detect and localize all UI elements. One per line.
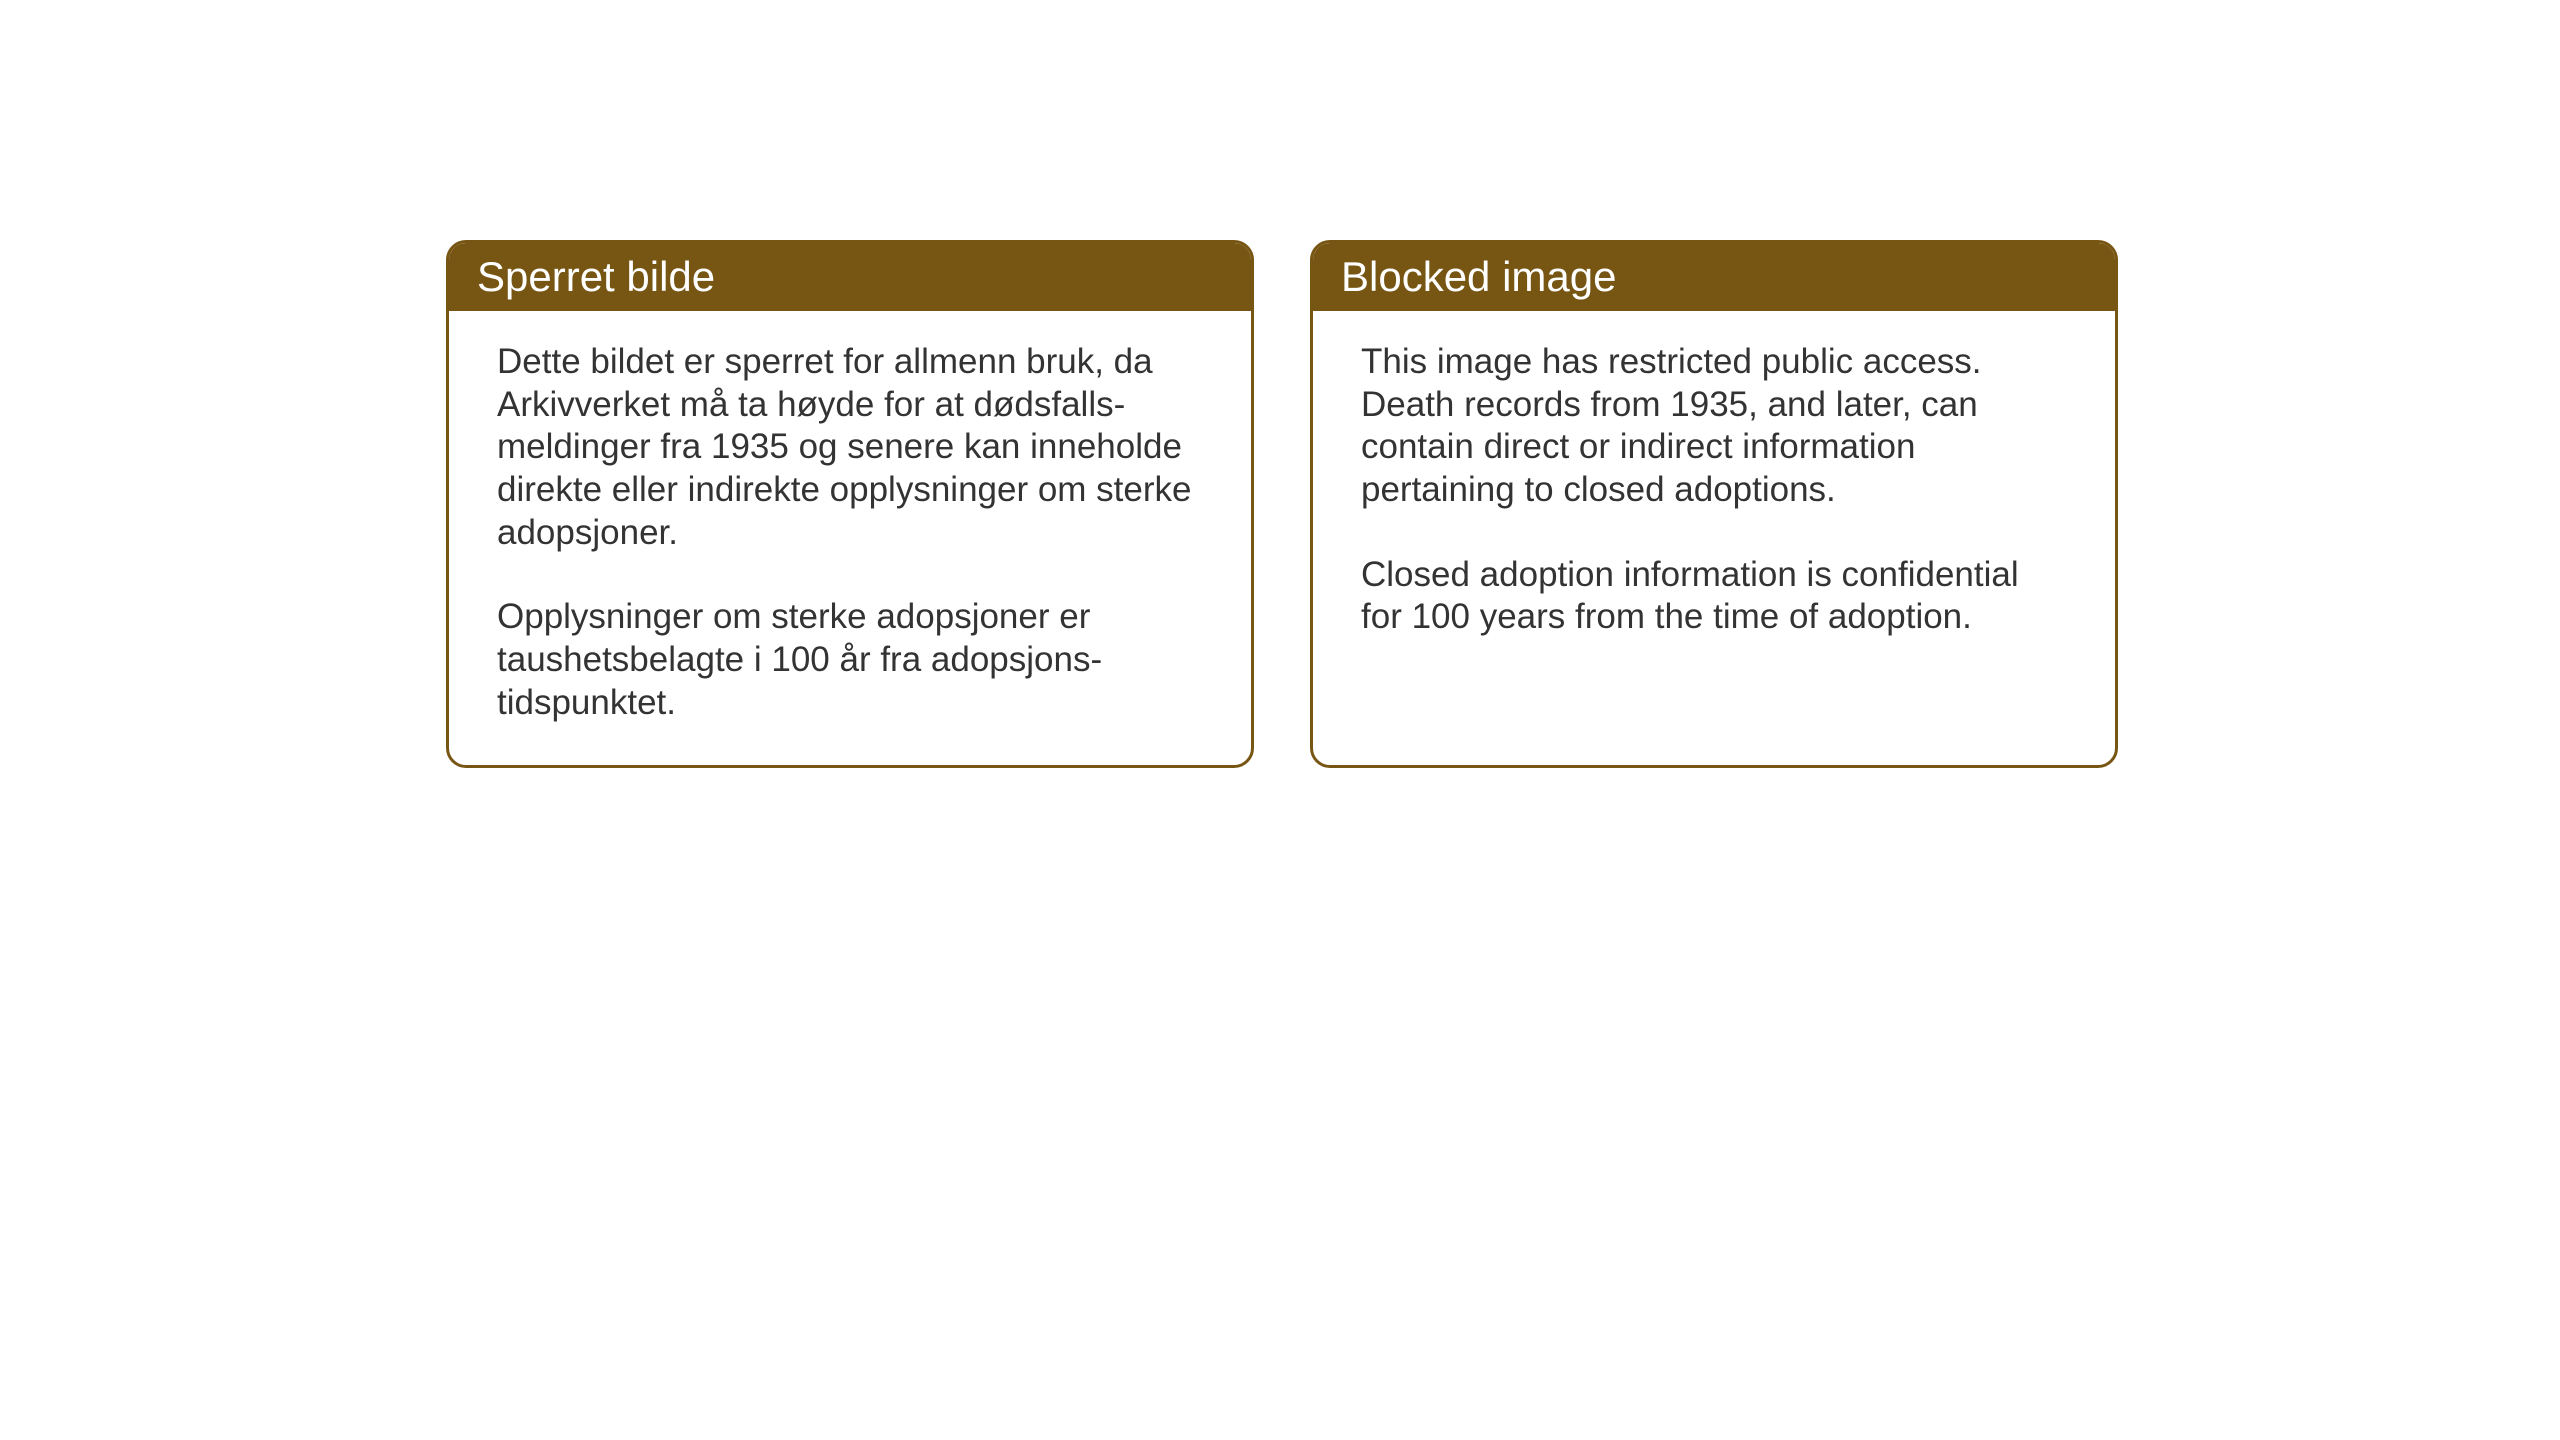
notice-card-english: Blocked image This image has restricted … (1310, 240, 2118, 768)
notice-cards-container: Sperret bilde Dette bildet er sperret fo… (446, 240, 2118, 768)
card-paragraph-1-norwegian: Dette bildet er sperret for allmenn bruk… (497, 341, 1203, 554)
notice-card-norwegian: Sperret bilde Dette bildet er sperret fo… (446, 240, 1254, 768)
card-header-english: Blocked image (1313, 243, 2115, 311)
card-title-norwegian: Sperret bilde (477, 253, 715, 300)
card-body-english: This image has restricted public access.… (1313, 311, 2115, 751)
card-title-english: Blocked image (1341, 253, 1616, 300)
card-paragraph-2-norwegian: Opplysninger om sterke adopsjoner er tau… (497, 596, 1203, 724)
card-header-norwegian: Sperret bilde (449, 243, 1251, 311)
card-paragraph-2-english: Closed adoption information is confident… (1361, 554, 2067, 639)
card-paragraph-1-english: This image has restricted public access.… (1361, 341, 2067, 512)
card-body-norwegian: Dette bildet er sperret for allmenn bruk… (449, 311, 1251, 765)
